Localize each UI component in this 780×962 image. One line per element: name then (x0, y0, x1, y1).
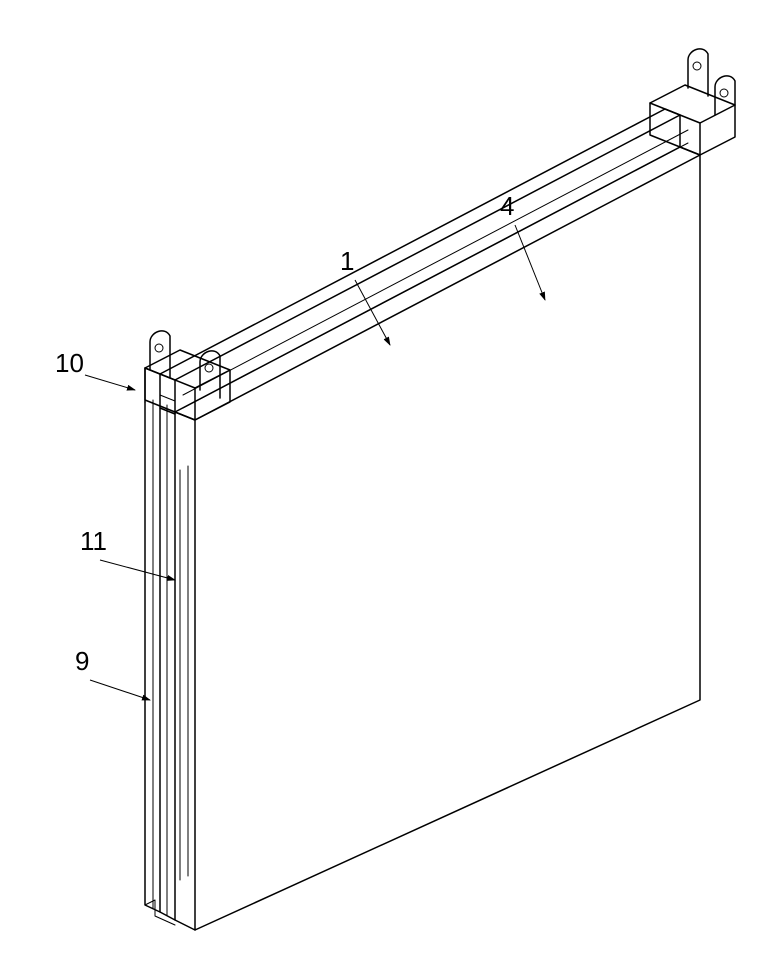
main-panel (175, 147, 700, 930)
label-1: 1 (340, 246, 354, 276)
top-rail (160, 109, 688, 414)
label-11: 11 (80, 526, 107, 556)
clevis-right-rear (688, 49, 708, 96)
callout-10 (85, 375, 135, 390)
technical-drawing: 1 4 10 11 9 (0, 0, 780, 962)
label-4: 4 (500, 191, 514, 221)
callout-1 (355, 280, 390, 345)
callout-11 (100, 560, 175, 580)
callouts (85, 225, 545, 700)
callout-4 (515, 225, 545, 300)
inner-slat (180, 466, 188, 880)
label-9: 9 (75, 646, 89, 676)
callout-9 (90, 680, 150, 700)
labels: 1 4 10 11 9 (55, 191, 514, 676)
label-10: 10 (55, 348, 84, 378)
clevis-right-front (715, 76, 735, 115)
left-rail (145, 368, 175, 925)
corner-block-right (650, 49, 735, 155)
